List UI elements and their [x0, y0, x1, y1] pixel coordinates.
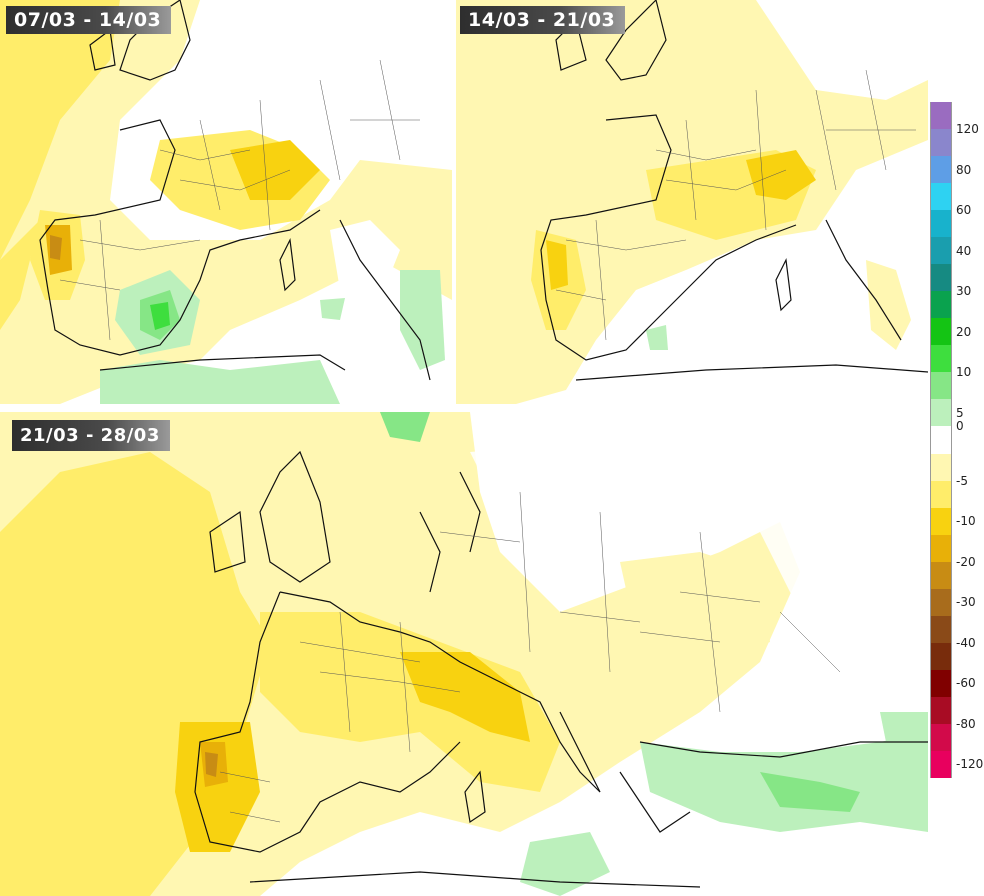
- legend-tick-label: 80: [956, 162, 972, 177]
- legend-swatch: [930, 561, 952, 590]
- legend-tick-label: 10: [956, 365, 972, 380]
- legend-tick-label: 30: [956, 284, 972, 299]
- legend-tick-label: 60: [956, 203, 972, 218]
- anomaly-map-1: [0, 0, 452, 404]
- legend-swatch: [930, 372, 952, 400]
- legend-tick-label: 40: [956, 243, 972, 258]
- legend-swatch: [930, 453, 952, 482]
- legend-tick-label: 20: [956, 324, 972, 339]
- legend-swatch: [930, 291, 952, 319]
- legend-swatch: [930, 318, 952, 346]
- legend-swatch: [930, 237, 952, 265]
- legend-tick-label: 0: [956, 419, 964, 434]
- panel-1-date-label: 07/03 - 14/03: [6, 6, 172, 34]
- panel-2-date-label: 14/03 - 21/03: [460, 6, 626, 34]
- legend-swatch: [930, 615, 952, 644]
- legend-swatch: [930, 102, 952, 130]
- color-scale-legend: 120 80 60 40 30 20 10 5 0 -5 -10 -20 -30 -40 -60 -80 -12…: [930, 102, 984, 779]
- legend-tick-label: -30: [956, 595, 976, 610]
- map-panel-week-3: [0, 412, 928, 896]
- legend-swatch: [930, 426, 952, 454]
- legend-swatch: [930, 210, 952, 238]
- legend-tick-label: -60: [956, 676, 976, 691]
- legend-tick-label: -10: [956, 514, 976, 529]
- legend-tick-label: 5: [956, 405, 964, 420]
- legend-swatch: [930, 183, 952, 211]
- panel-3-date-label: 21/03 - 28/03: [12, 420, 170, 451]
- legend-swatch: [930, 264, 952, 292]
- legend-swatch: [930, 480, 952, 509]
- anomaly-map-3: [0, 412, 928, 896]
- legend-tick-label: -80: [956, 716, 976, 731]
- legend-swatch: [930, 750, 952, 779]
- legend-tick-label: -5: [956, 473, 968, 488]
- legend-swatch: [930, 696, 952, 725]
- legend-swatch: [930, 156, 952, 184]
- legend-swatch: [930, 507, 952, 536]
- legend-swatch: [930, 399, 952, 427]
- legend-tick-label: -120: [956, 757, 984, 772]
- legend-swatch: [930, 588, 952, 617]
- anomaly-map-2: [456, 0, 928, 404]
- legend-tick-label: -20: [956, 554, 976, 569]
- legend-tick-label: -40: [956, 635, 976, 650]
- legend-swatch: [930, 129, 952, 157]
- legend-swatch: [930, 642, 952, 671]
- legend-swatch: [930, 723, 952, 752]
- map-panel-week-2: [456, 0, 928, 404]
- legend-swatch: [930, 669, 952, 698]
- panel-divider: [452, 0, 456, 404]
- map-panel-week-1: [0, 0, 452, 404]
- legend-swatch: [930, 534, 952, 563]
- legend-swatch: [930, 345, 952, 373]
- legend-tick-label: 120: [956, 122, 979, 137]
